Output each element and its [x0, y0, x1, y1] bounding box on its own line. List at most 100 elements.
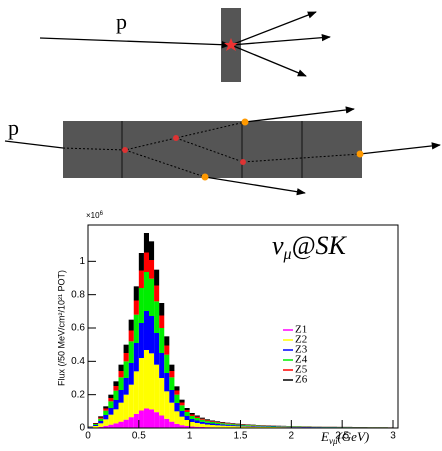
beam: [4, 140, 64, 149]
bar-segment: [118, 371, 124, 378]
legend-label: Z2: [295, 334, 307, 346]
bar-segment: [174, 386, 180, 391]
track: [204, 176, 306, 196]
y-tick-label: 0.6: [71, 323, 85, 334]
track: [230, 44, 307, 77]
bar-segment: [204, 421, 210, 423]
bar-segment: [189, 413, 195, 415]
bar-segment: [189, 419, 195, 422]
x-tick-label: 1: [187, 431, 193, 442]
bar-segment: [204, 420, 210, 422]
bar-segment: [240, 424, 246, 426]
bar-segment: [174, 403, 180, 412]
y-tick-label: 0.4: [71, 356, 85, 367]
bar-segment: [98, 418, 104, 421]
bar-segment: [133, 314, 139, 343]
bar-segment: [225, 422, 231, 424]
bar-segment: [184, 408, 190, 410]
bar-segment: [138, 253, 144, 271]
bar-segment: [113, 386, 119, 391]
bar-segment: [189, 416, 195, 419]
bar-segment: [154, 333, 160, 365]
bar-segment: [103, 425, 109, 428]
bar-segment: [260, 425, 266, 427]
bar-segment: [199, 421, 205, 424]
legend-label: Z5: [295, 364, 308, 376]
y-axis-label: Flux (/50 MeV/cm²/10²¹ POT): [56, 270, 66, 386]
bar-segment: [250, 426, 256, 427]
bar-segment: [255, 425, 261, 427]
bar-segment: [113, 400, 119, 410]
bar-segment: [194, 418, 200, 421]
bar-segment: [179, 405, 185, 411]
bar-segment: [225, 423, 231, 424]
bar-segment: [123, 353, 129, 362]
bar-segment: [159, 415, 165, 428]
bar-segment: [108, 408, 114, 415]
bar-segment: [93, 423, 99, 424]
bar-segment: [128, 417, 134, 428]
bar-segment: [154, 301, 160, 333]
bar-segment: [281, 427, 287, 428]
y-exponent-base: ×10: [86, 211, 100, 220]
bar-segment: [179, 399, 185, 403]
bar-segment: [93, 425, 99, 426]
bar-segment: [93, 424, 99, 425]
proton-label: p: [116, 9, 127, 34]
bar-segment: [113, 390, 119, 400]
bar-segment: [184, 426, 190, 428]
bar-segment: [133, 413, 139, 428]
bar-segment: [113, 409, 119, 424]
annotation-main: ν: [272, 231, 284, 260]
bar-segment: [189, 414, 195, 416]
bar-segment: [128, 363, 134, 385]
bar-segment: [98, 423, 104, 427]
bar-segment: [204, 422, 210, 425]
bar-segment: [220, 422, 226, 423]
exit-point: [201, 173, 209, 181]
bar-segment: [133, 371, 139, 414]
bar-segment: [199, 419, 205, 422]
annotation: νμ@SK: [272, 231, 347, 263]
bar-segment: [169, 364, 175, 371]
bar-segment: [210, 420, 216, 422]
bar-segment: [255, 426, 261, 428]
track: [230, 11, 317, 46]
bar-segment: [128, 319, 134, 331]
y-tick-label: 0.2: [71, 389, 85, 400]
bar-segment: [159, 315, 165, 328]
bar-segment: [189, 422, 195, 427]
bar-segment: [240, 426, 246, 428]
bar-segment: [179, 402, 185, 406]
bar-segment: [128, 341, 134, 363]
bar-segment: [103, 419, 109, 426]
bar-segment: [164, 345, 170, 355]
bar-segment: [265, 426, 271, 428]
track: [230, 34, 331, 46]
bar-segment: [169, 390, 175, 403]
diagram-bottom: p: [4, 106, 441, 196]
y-tick-label: 0: [79, 423, 85, 434]
bar-segment: [98, 421, 104, 424]
bar-segment: [245, 425, 251, 427]
chart: 0 0.2 0.4 0.6 0.8 1 0 0.5 1 1.5 2 2.5 3 ×106 Flux (/50…: [56, 211, 399, 446]
bar-segment: [149, 260, 155, 279]
bar-segment: [245, 425, 251, 426]
x-tick-label: 2.5: [335, 431, 349, 442]
bar-segment: [93, 426, 99, 428]
bar-segment: [225, 424, 231, 426]
bar-segment: [194, 423, 200, 427]
x-tick-label: 0: [85, 431, 91, 442]
bar-segment: [149, 409, 155, 428]
bar-segment: [220, 425, 226, 428]
bar-segment: [194, 415, 200, 417]
bar-segment: [169, 377, 175, 390]
interaction: [224, 38, 238, 51]
bar-segment: [199, 423, 205, 427]
bar-segment: [235, 425, 241, 427]
x-label-main: E: [320, 429, 329, 444]
bar-segment: [118, 364, 124, 371]
bar-segment: [98, 426, 104, 428]
bar-segment: [164, 391, 170, 419]
